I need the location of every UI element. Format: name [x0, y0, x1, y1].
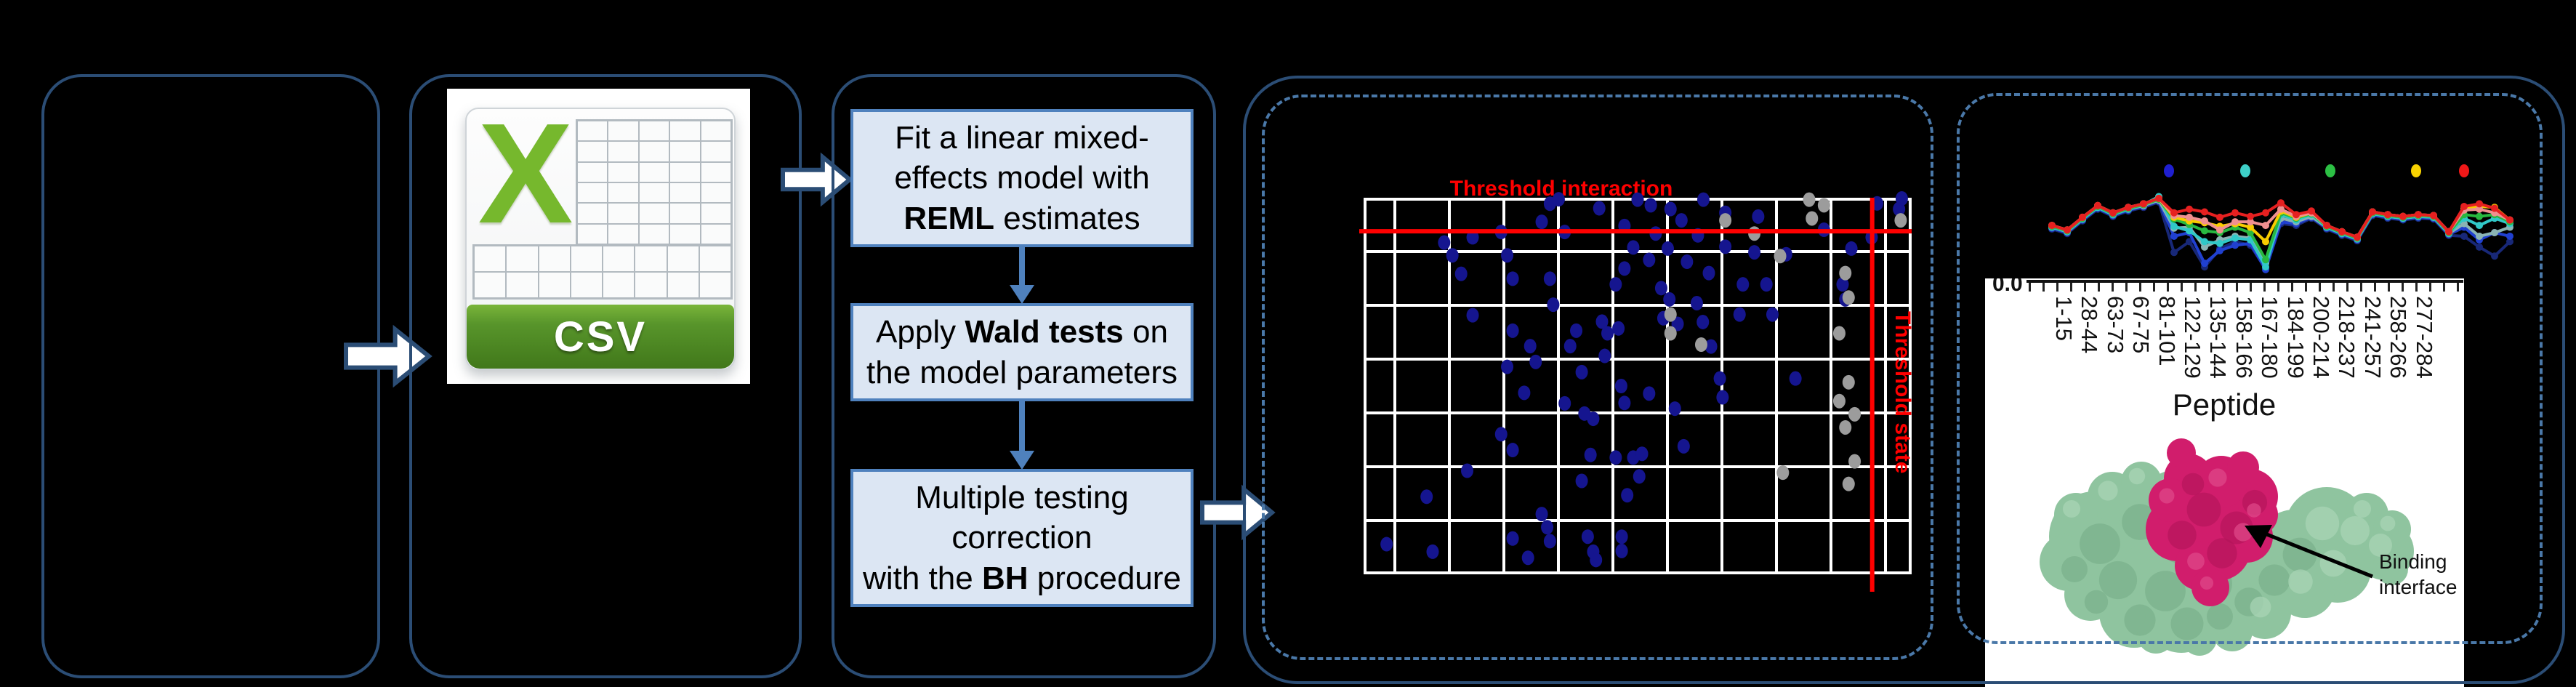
legend-dot-icon [2411, 164, 2421, 177]
panel-input [41, 74, 380, 678]
threshold-state-label: Threshold state [1891, 311, 1915, 474]
threshold-scatter-plot [1359, 191, 1912, 592]
peptide-axis-and-protein-image: 0.0 1-15 28-44 63-73 67-75 81-101 122-129 135-… [1985, 278, 2464, 687]
csv-card: X CSV [465, 108, 736, 370]
spreadsheet-grid-bottom [472, 244, 733, 300]
legend-dot-icon [2240, 164, 2250, 177]
csv-banner-label: CSV [553, 313, 648, 361]
legend-dot-icon [2325, 164, 2335, 177]
excel-x-icon: X [478, 108, 573, 253]
panel-statistics [832, 74, 1216, 678]
csv-banner: CSV [467, 305, 734, 369]
bh-box: Multiple testing correction with the BH pr… [850, 469, 1194, 607]
down-arrow-2-icon [1010, 400, 1034, 470]
x-axis-title: Peptide [2172, 387, 2277, 422]
scatter-result-panel [1262, 95, 1933, 660]
spreadsheet-grid [576, 119, 733, 246]
results-container [1243, 76, 2565, 684]
y-axis-zero-label: 0.0 [1992, 278, 2023, 296]
wald-box: Apply Wald tests on the model parameters [850, 303, 1194, 401]
binding-interface-label: Binding interface [2379, 550, 2458, 598]
x-axis [2026, 280, 2463, 283]
peptide-result-panel [1957, 93, 2543, 644]
reml-box: Fit a linear mixed-effects model with REM… [850, 109, 1194, 247]
legend-dot-icon [2459, 164, 2469, 177]
csv-file-image: X CSV [447, 89, 750, 384]
panel-csv [409, 74, 802, 678]
deuterium-uptake-line-chart [2048, 193, 2513, 273]
legend-dot-icon [2164, 164, 2174, 177]
protein-surface-illustration [2040, 438, 2414, 656]
down-arrow-1-icon [1010, 246, 1034, 304]
